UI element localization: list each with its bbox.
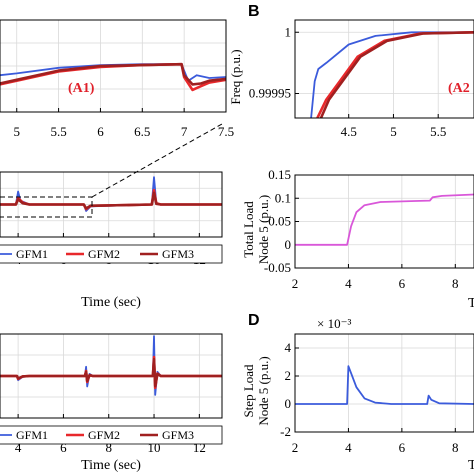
panel-tag: (A1) xyxy=(68,81,95,96)
y-axis-label-line: Node 5 (p.u.) xyxy=(256,195,271,264)
x-axis-label: Time (sec) xyxy=(81,295,141,310)
y-tick-label: 0.15 xyxy=(268,167,291,182)
x-tick-label: 6.5 xyxy=(134,124,150,139)
y-tick-label: 4 xyxy=(285,340,292,355)
x-tick-label: 7.5 xyxy=(218,124,234,139)
y-tick-label: 0.99995 xyxy=(249,86,291,101)
series-line-gfm3 xyxy=(0,357,222,388)
plot-frame xyxy=(294,174,474,269)
panel-tag: (A2 xyxy=(448,81,470,96)
series-line-step xyxy=(295,365,474,405)
x-tick-label: 5 xyxy=(390,124,397,139)
x-tick-label: 8 xyxy=(452,440,459,455)
x-tick-label: 6 xyxy=(97,124,104,139)
y-tick-label: 0.1 xyxy=(275,190,291,205)
y-axis-label: Freq (p.u.) xyxy=(228,49,243,104)
legend-box xyxy=(0,244,223,264)
series-line-gfm3 xyxy=(0,62,226,86)
y-tick-label: 0.05 xyxy=(268,214,291,229)
plot-area xyxy=(295,334,474,432)
x-tick-label: 7 xyxy=(181,124,188,139)
legend-box xyxy=(0,425,223,445)
x-axis-label: Time (sec) xyxy=(81,458,141,473)
panel-letter-b: B xyxy=(248,3,260,20)
chart-panel-a2: 4.5 5 5.5 1 0.99995 (A2 Freq (p.u.) xyxy=(228,19,474,139)
y-tick-label: -0.05 xyxy=(264,260,291,275)
y-axis-label-line: Step Load xyxy=(241,364,256,418)
plot-frame xyxy=(0,171,223,238)
x-tick-label: 5.5 xyxy=(430,124,446,139)
chart-panel-c: 2 4 6 8 0.15 0.1 0.05 0 -0.05 Total Load Node 5 (p… xyxy=(241,167,474,311)
plot-frame xyxy=(294,333,474,433)
series-line-load xyxy=(295,193,474,246)
x-tick-label: 6 xyxy=(399,276,406,291)
plot-frame xyxy=(0,19,227,113)
x-axis-label: Tim xyxy=(468,296,474,311)
legend-label-gfm1: GFM1 xyxy=(16,428,48,442)
x-tick-label: 8 xyxy=(452,276,459,291)
panel-letter-d: D xyxy=(248,312,260,329)
legend-label-gfm3: GFM3 xyxy=(162,247,194,261)
legend-label-gfm1: GFM1 xyxy=(16,247,48,261)
x-tick-label: 5 xyxy=(13,124,20,139)
x-tick-label: 4 xyxy=(345,440,352,455)
series-line-gfm3 xyxy=(0,191,222,210)
legend-label-gfm2: GFM2 xyxy=(88,428,120,442)
y-tick-label: 0 xyxy=(285,396,292,411)
legend-label-gfm2: GFM2 xyxy=(88,247,120,261)
x-tick-label: 4 xyxy=(15,440,22,455)
x-tick-label: 6 xyxy=(399,440,406,455)
y-axis-label-line: Node 5 (p.u.) xyxy=(256,356,271,425)
y-exponent-label: × 10⁻³ xyxy=(317,316,351,331)
plot-frame xyxy=(0,333,223,419)
x-tick-label: 2 xyxy=(292,276,299,291)
y-tick-label: 0 xyxy=(285,237,292,252)
x-tick-label: 6 xyxy=(60,440,67,455)
x-tick-label: 8 xyxy=(105,440,112,455)
zoom-connector-line xyxy=(91,123,223,198)
y-tick-label: -2 xyxy=(280,424,291,439)
plot-frame xyxy=(294,19,474,119)
chart-panel-a1: 5 5.5 6 6.5 7 7.5 (A1) xyxy=(0,19,234,139)
y-axis-label-line: Total Load xyxy=(241,201,256,258)
x-tick-label: 2 xyxy=(292,440,299,455)
y-tick-label: 2 xyxy=(285,368,292,383)
y-tick-label: 1 xyxy=(285,24,292,39)
x-tick-label: 5.5 xyxy=(50,124,66,139)
x-tick-label: 4 xyxy=(345,276,352,291)
series-line-gfm1 xyxy=(310,31,474,118)
legend-label-gfm3: GFM3 xyxy=(162,428,194,442)
series-line-gfm3 xyxy=(319,31,474,118)
x-tick-label: 4.5 xyxy=(341,124,357,139)
x-axis-label: Tim xyxy=(468,458,474,473)
